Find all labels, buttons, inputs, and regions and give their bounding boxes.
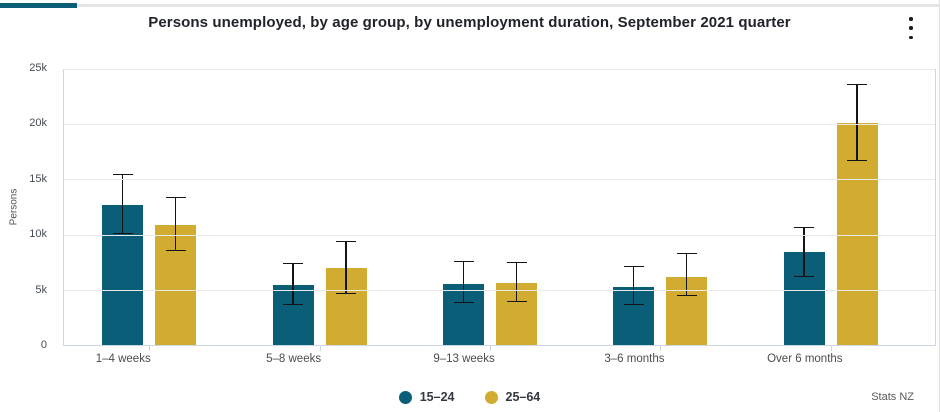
category-band: 3–6 months <box>575 69 745 365</box>
legend-item-15-24[interactable]: 15–24 <box>398 390 455 404</box>
category-band: 9–13 weeks <box>405 69 575 365</box>
bar-slot <box>666 69 708 345</box>
gridline <box>64 289 935 291</box>
bar-pair <box>613 69 708 345</box>
gridline <box>64 179 935 181</box>
gridline <box>64 234 935 236</box>
error-bar <box>453 261 474 304</box>
y-tick-label: 5k <box>35 283 47 296</box>
bar-slot <box>836 69 878 345</box>
top-progress-track <box>0 4 939 7</box>
error-bar <box>506 262 527 302</box>
legend: 15–24 25–64 <box>0 390 939 404</box>
kebab-dot <box>909 35 913 39</box>
error-bar <box>165 197 186 252</box>
legend-item-25-64[interactable]: 25–64 <box>484 390 541 404</box>
bar-slot <box>272 69 314 345</box>
plot-area: 1–4 weeks 5–8 weeks 9–13 weeks 3–6 months Ov… <box>63 69 936 365</box>
legend-label: 15–24 <box>419 390 455 404</box>
x-tick-label: 5–8 weeks <box>266 353 322 365</box>
y-tick-label: 10k <box>29 228 47 241</box>
kebab-dot <box>909 26 913 30</box>
bands: 1–4 weeks 5–8 weeks 9–13 weeks 3–6 months Ov… <box>64 69 916 365</box>
kebab-dot <box>909 17 913 21</box>
error-bar <box>623 265 644 306</box>
top-progress-accent <box>0 3 77 8</box>
error-bar <box>847 84 868 161</box>
y-axis-title: Persons <box>8 188 20 226</box>
bar-pair <box>102 69 197 345</box>
bar-slot <box>613 69 655 345</box>
bar-slot <box>443 69 485 345</box>
category-band: 5–8 weeks <box>234 69 404 365</box>
bar-pair <box>783 69 878 345</box>
bar-slot <box>155 69 197 345</box>
error-bar <box>336 241 357 295</box>
category-band: 1–4 weeks <box>64 69 234 365</box>
bar-slot <box>496 69 538 345</box>
y-tick-label: 15k <box>29 172 47 185</box>
error-bar <box>794 226 815 277</box>
bar-slot <box>102 69 144 345</box>
y-axis: 0 5k 10k 15k 20k 25k <box>0 62 56 351</box>
legend-swatch-25-64 <box>484 390 498 404</box>
gridline <box>64 69 935 70</box>
bar-slot <box>783 69 825 345</box>
x-tick-label: Over 6 months <box>767 353 843 365</box>
bar-slot <box>325 69 367 345</box>
bar-pair <box>443 69 538 345</box>
bar-pair <box>272 69 367 345</box>
chart-title: Persons unemployed, by age group, by une… <box>148 14 791 31</box>
source-attribution: Stats NZ <box>871 391 914 403</box>
legend-swatch-15-24 <box>398 390 412 404</box>
error-bar <box>676 253 697 297</box>
x-tick-label: 3–6 months <box>604 353 665 365</box>
legend-label: 25–64 <box>505 390 541 404</box>
y-tick-label: 20k <box>29 117 47 130</box>
category-band: Over 6 months <box>746 69 916 365</box>
kebab-menu-icon[interactable] <box>904 17 918 39</box>
error-bar <box>283 263 304 306</box>
x-tick-label: 9–13 weeks <box>433 353 495 365</box>
y-tick-label: 25k <box>29 62 47 74</box>
x-tick-label: 1–4 weeks <box>95 353 151 365</box>
gridline <box>64 124 935 126</box>
error-bar <box>112 173 133 234</box>
y-tick-label: 0 <box>40 339 47 351</box>
